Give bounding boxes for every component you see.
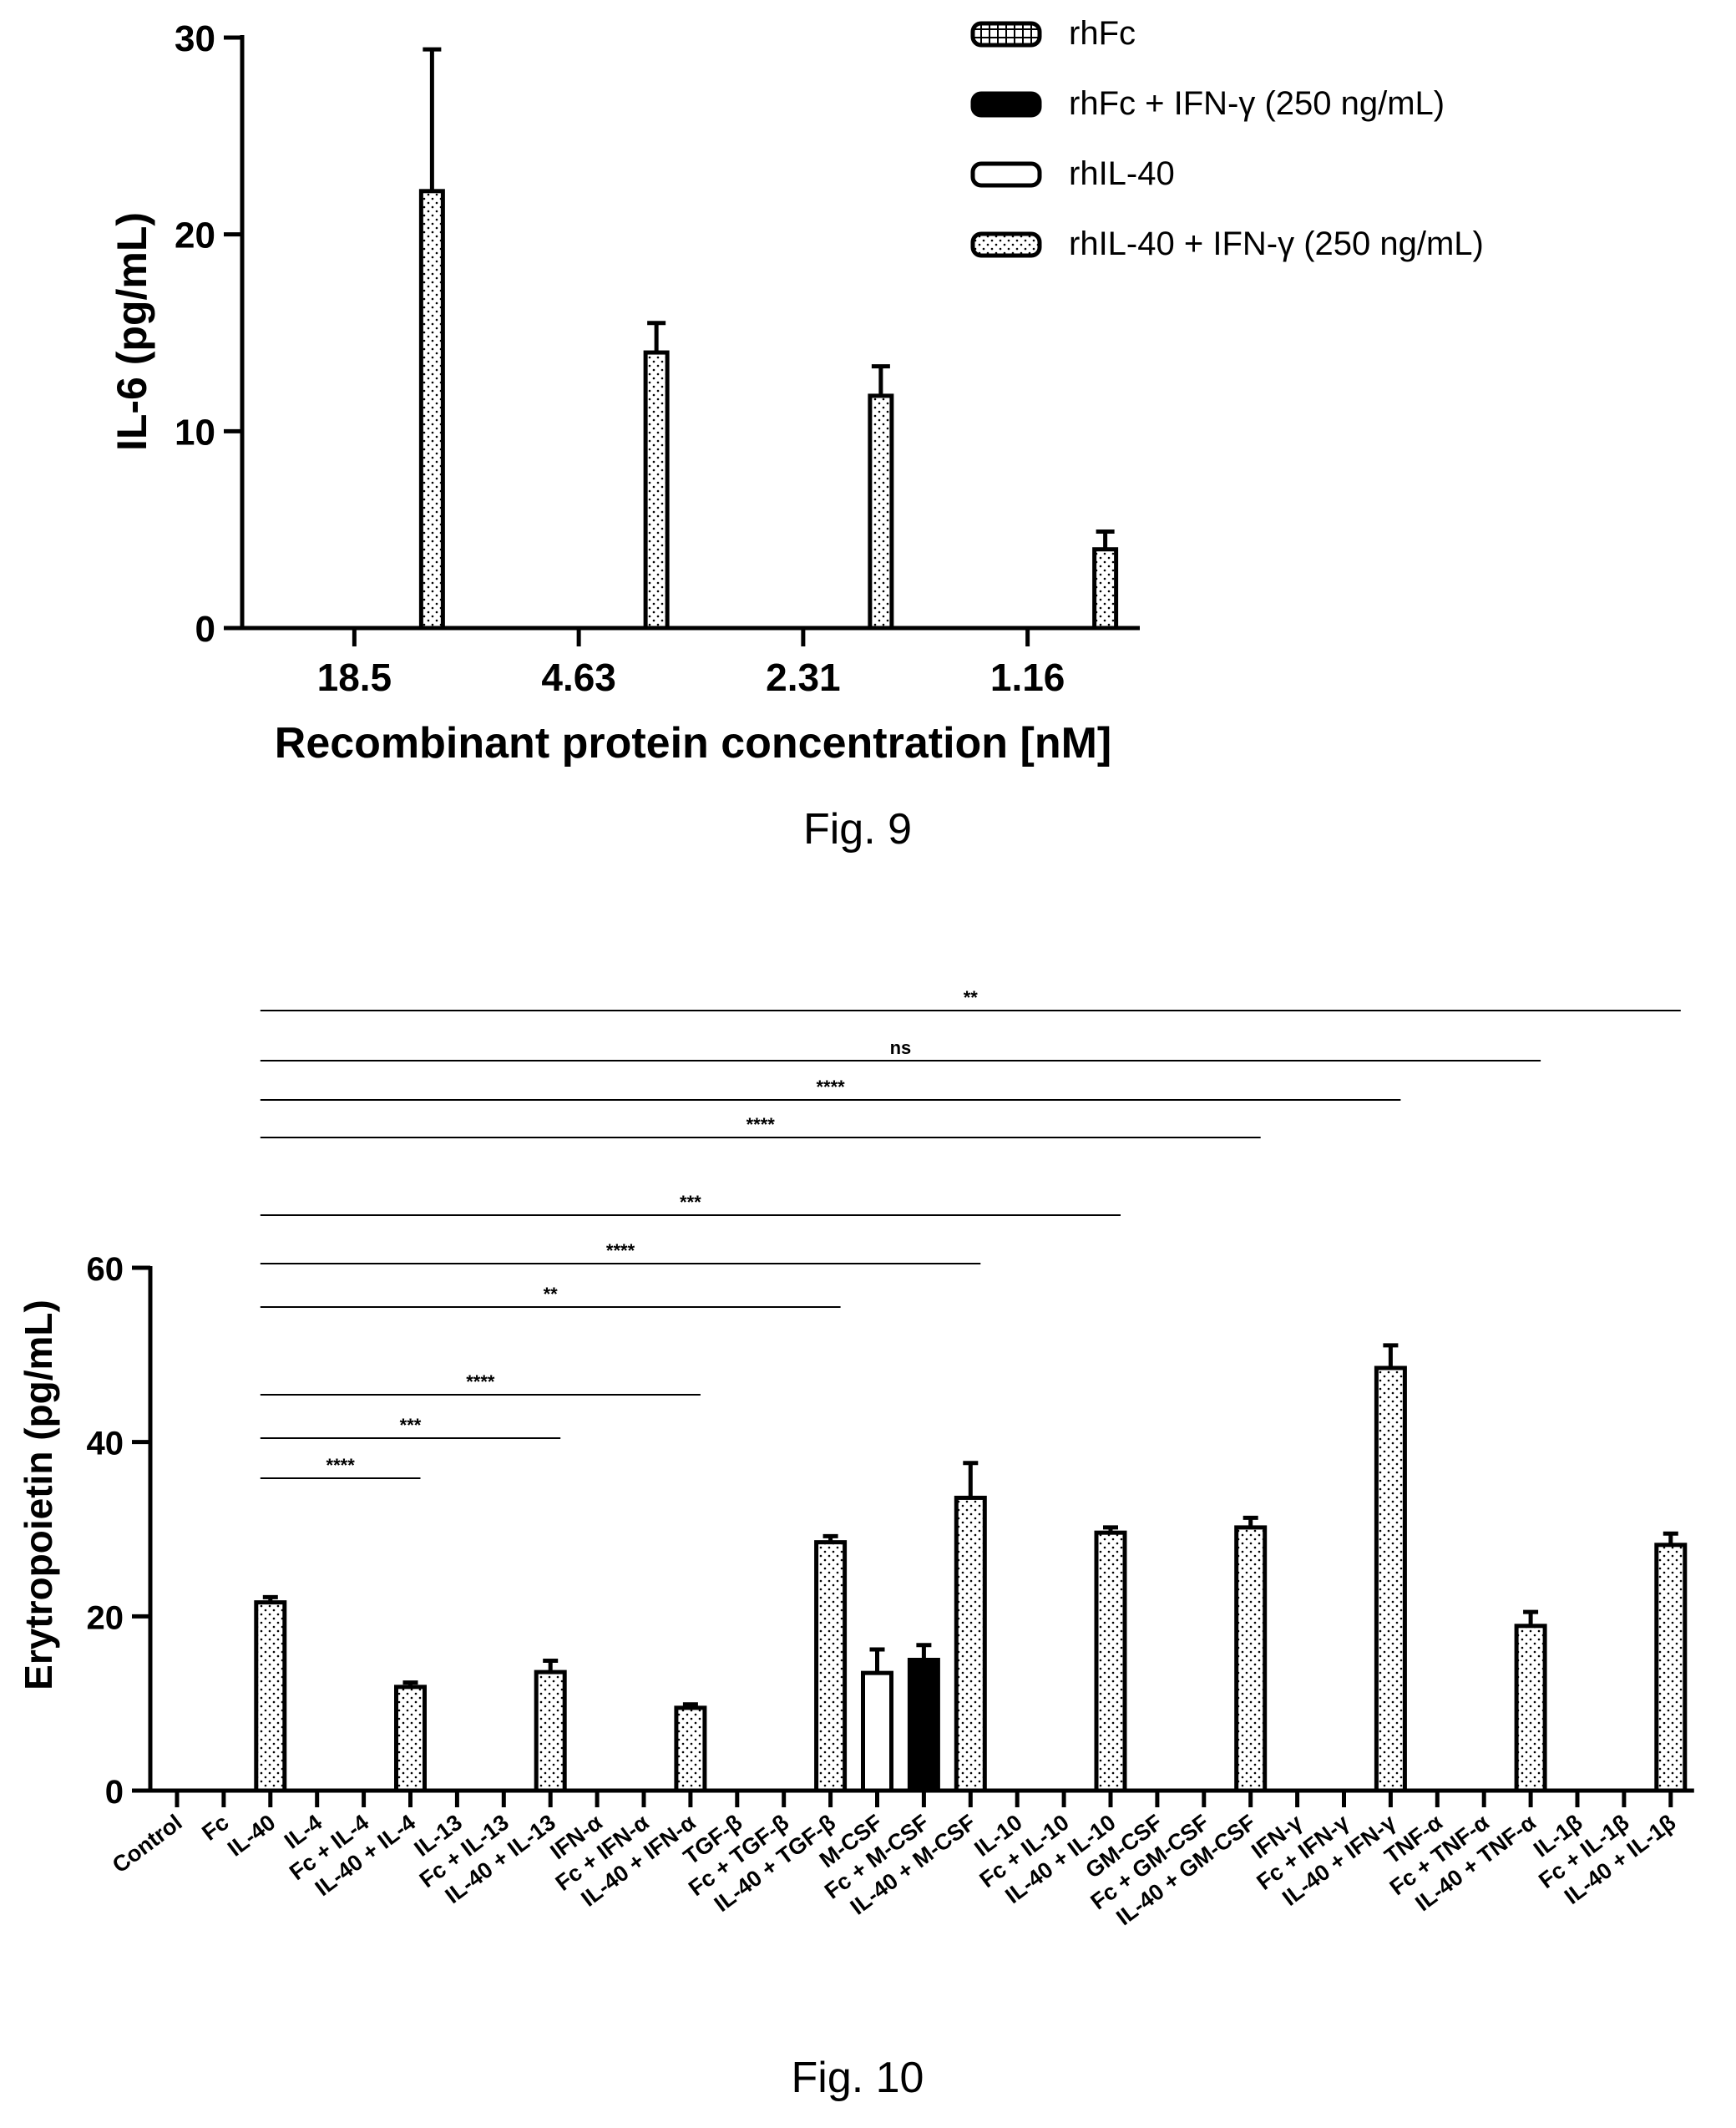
chart9-legend-swatch	[970, 21, 1042, 48]
chart9-legend-label: rhFc + IFN-γ (250 ng/mL)	[1069, 85, 1445, 122]
chart10-bar	[394, 1685, 427, 1793]
chart10-bar	[814, 1540, 848, 1793]
chart10-y-axis-title: Erytropoietin (pg/mL)	[17, 1300, 60, 1690]
chart9-bar	[643, 350, 670, 631]
chart10-bar	[907, 1658, 940, 1793]
chart10-bar	[1654, 1543, 1688, 1793]
chart10-significance-label: ***	[400, 1415, 422, 1436]
chart10-significance-label: ns	[890, 1037, 912, 1058]
chart10-y-tick-label: 0	[105, 1774, 124, 1811]
chart10-y-tick-label: 40	[87, 1426, 124, 1462]
chart9-x-axis-title: Recombinant protein concentration [nM]	[275, 719, 1111, 768]
chart10-bar	[674, 1705, 707, 1793]
chart9-y-tick-label: 0	[195, 609, 215, 650]
chart10-bar	[1094, 1530, 1127, 1793]
chart10-significance-label: ****	[606, 1240, 635, 1261]
chart9-x-tick-label: 18.5	[317, 656, 392, 699]
chart10-bar	[1234, 1525, 1268, 1793]
chart10-x-tick-label: IL-40	[223, 1810, 280, 1862]
chart10-bar	[1374, 1365, 1407, 1793]
chart10-bar	[954, 1495, 987, 1793]
chart10-y-tick-label: 60	[87, 1251, 124, 1288]
chart10-y-tick-label: 20	[87, 1599, 124, 1636]
chart9-legend-swatch	[970, 231, 1042, 258]
chart9-y-axis-title: IL-6 (pg/mL)	[109, 212, 155, 451]
chart10-significance-label: ***	[680, 1192, 701, 1213]
il6-bar-chart: IL-6 (pg/mL) Recombinant protein concent…	[109, 15, 1484, 768]
chart9-legend-swatch	[970, 161, 1042, 188]
chart9-bar	[1092, 547, 1119, 631]
chart10-bar	[534, 1669, 567, 1793]
chart10-significance-label: **	[544, 1284, 559, 1305]
chart9-legend-label: rhIL-40 + IFN-γ (250 ng/mL)	[1069, 225, 1484, 262]
chart10-significance-label: ****	[816, 1077, 845, 1097]
chart10-bar	[254, 1600, 287, 1793]
chart9-y-tick-label: 10	[175, 412, 215, 453]
chart9-legend-label: rhIL-40	[1069, 155, 1175, 192]
chart10-significance-label: ****	[326, 1455, 356, 1476]
chart9-legend-label: rhFc	[1069, 15, 1136, 52]
chart9-x-tick-label: 1.16	[990, 656, 1065, 699]
chart10-significance-label: **	[964, 987, 979, 1008]
chart9-y-tick-label: 20	[175, 215, 215, 256]
chart9-legend-swatch	[970, 91, 1042, 118]
chart9-x-tick-label: 2.31	[766, 656, 841, 699]
chart10-x-tick-label: Control	[108, 1810, 187, 1878]
figure-10-caption: Fig. 10	[792, 2054, 924, 2102]
chart10-bar	[1514, 1624, 1547, 1793]
chart9-x-tick-label: 4.63	[541, 656, 616, 699]
chart9-bar	[418, 189, 445, 631]
chart9-bar	[868, 393, 894, 631]
chart10-bar	[861, 1670, 893, 1793]
chart9-y-tick-label: 30	[175, 18, 215, 59]
chart10-significance-label: ****	[466, 1371, 495, 1392]
chart10-significance-label: ****	[747, 1114, 776, 1135]
figure-9-caption: Fig. 9	[803, 805, 912, 854]
